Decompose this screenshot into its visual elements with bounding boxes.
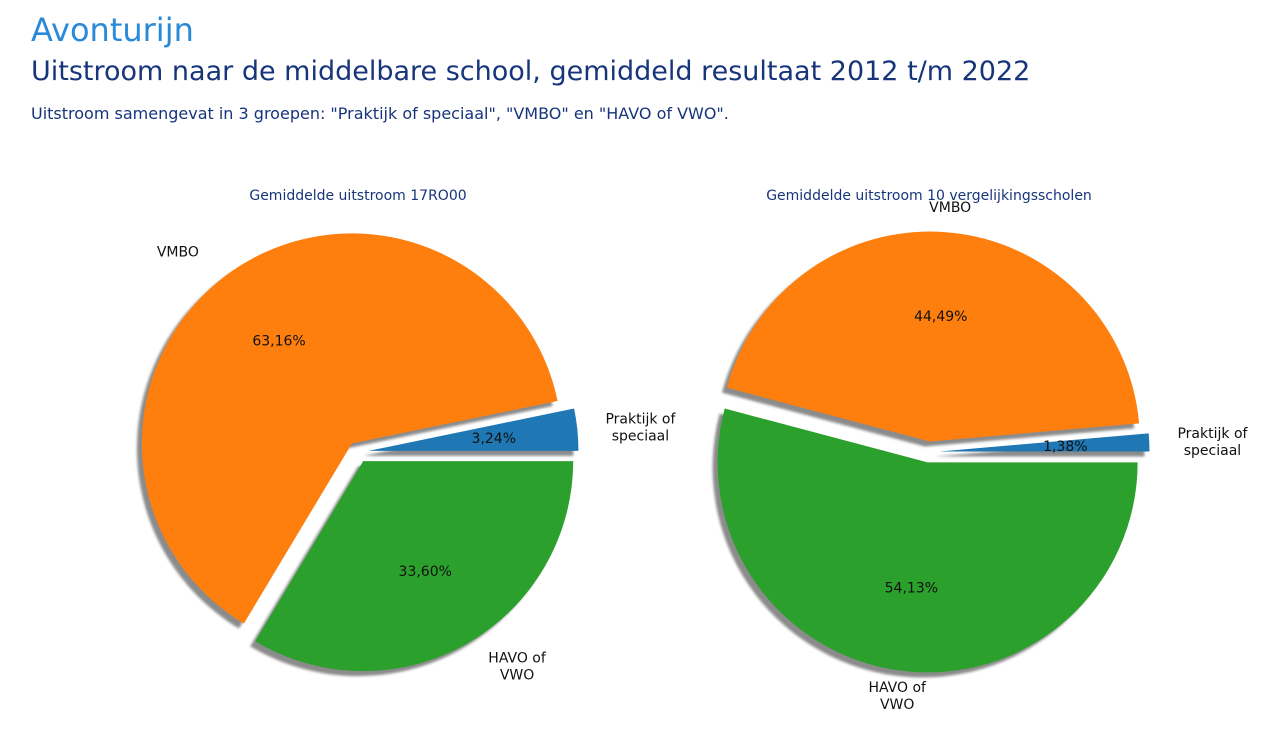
pie-chart-school: Gemiddelde uitstroom 17RO00 3,24% 63,16% 33… [136, 188, 676, 683]
page-title: Uitstroom naar de middelbare school, gem… [31, 56, 1031, 87]
slice-havo-vwo [717, 408, 1138, 673]
pie-chart-comparison: Gemiddelde uitstroom 10 vergelijkingssch… [712, 188, 1249, 713]
slice-praktijk [368, 408, 579, 451]
percent-label-vmbo: 44,49% [914, 309, 967, 325]
category-label-line: Praktijk of [605, 412, 676, 428]
percent-label-vmbo: 63,16% [252, 334, 305, 350]
category-label-line: VWO [880, 697, 914, 713]
category-label-line: VMBO [929, 200, 971, 216]
category-label-line: VMBO [157, 245, 199, 261]
category-label-vmbo: VMBO [157, 245, 199, 261]
percent-label-havo-vwo: 33,60% [399, 564, 452, 580]
category-label-line: speciaal [1184, 443, 1241, 459]
chart-title: Gemiddelde uitstroom 10 vergelijkingssch… [766, 188, 1092, 204]
school-name: Avonturijn [31, 11, 194, 49]
category-label-praktijk: Praktijk of speciaal [605, 412, 676, 445]
category-label-havo-vwo: HAVO of VWO [868, 680, 927, 713]
category-label-line: speciaal [612, 429, 669, 445]
category-label-line: HAVO of [868, 680, 927, 696]
percent-label-praktijk: 3,24% [472, 431, 516, 447]
slice-praktijk [939, 433, 1150, 452]
category-label-line: HAVO of [488, 650, 547, 666]
percent-label-praktijk: 1,38% [1043, 439, 1087, 455]
slice-havo-vwo [255, 461, 574, 672]
chart-title: Gemiddelde uitstroom 17RO00 [249, 188, 466, 204]
slice-vmbo [726, 231, 1140, 442]
category-label-havo-vwo: HAVO of VWO [488, 650, 547, 683]
category-label-line: VWO [500, 667, 534, 683]
slice-vmbo [141, 233, 558, 624]
category-label-vmbo: VMBO [929, 200, 971, 216]
category-label-praktijk: Praktijk of speciaal [1177, 426, 1248, 459]
page-subtitle: Uitstroom samengevat in 3 groepen: "Prak… [31, 104, 729, 123]
category-label-line: Praktijk of [1177, 426, 1248, 442]
percent-label-havo-vwo: 54,13% [885, 580, 938, 596]
